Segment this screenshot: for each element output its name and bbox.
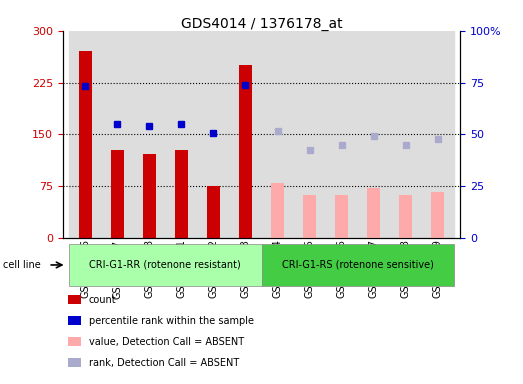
Bar	[230, 31, 262, 238]
Bar	[293, 31, 326, 238]
Text: value, Detection Call = ABSENT: value, Detection Call = ABSENT	[89, 337, 244, 347]
Text: count: count	[89, 295, 117, 305]
Text: rank, Detection Call = ABSENT: rank, Detection Call = ABSENT	[89, 358, 239, 368]
Bar	[367, 188, 380, 238]
Text: cell line: cell line	[3, 260, 40, 270]
Bar	[390, 31, 422, 238]
Bar	[271, 183, 284, 238]
Bar	[239, 65, 252, 238]
Bar	[262, 31, 293, 238]
Bar	[303, 195, 316, 238]
Text: CRI-G1-RS (rotenone sensitive): CRI-G1-RS (rotenone sensitive)	[282, 260, 434, 270]
Text: percentile rank within the sample: percentile rank within the sample	[89, 316, 254, 326]
Bar	[422, 31, 454, 238]
Bar	[101, 31, 133, 238]
Bar	[358, 31, 390, 238]
Bar	[133, 31, 165, 238]
Bar	[400, 195, 412, 238]
Bar	[431, 192, 444, 238]
Bar	[111, 150, 123, 238]
Bar	[197, 31, 230, 238]
Bar	[69, 31, 101, 238]
Bar	[165, 31, 197, 238]
Bar	[335, 195, 348, 238]
Bar	[79, 51, 92, 238]
Bar	[175, 150, 188, 238]
Bar	[207, 186, 220, 238]
Text: CRI-G1-RR (rotenone resistant): CRI-G1-RR (rotenone resistant)	[89, 260, 241, 270]
Bar	[143, 154, 156, 238]
Text: GDS4014 / 1376178_at: GDS4014 / 1376178_at	[180, 17, 343, 31]
Bar	[326, 31, 358, 238]
